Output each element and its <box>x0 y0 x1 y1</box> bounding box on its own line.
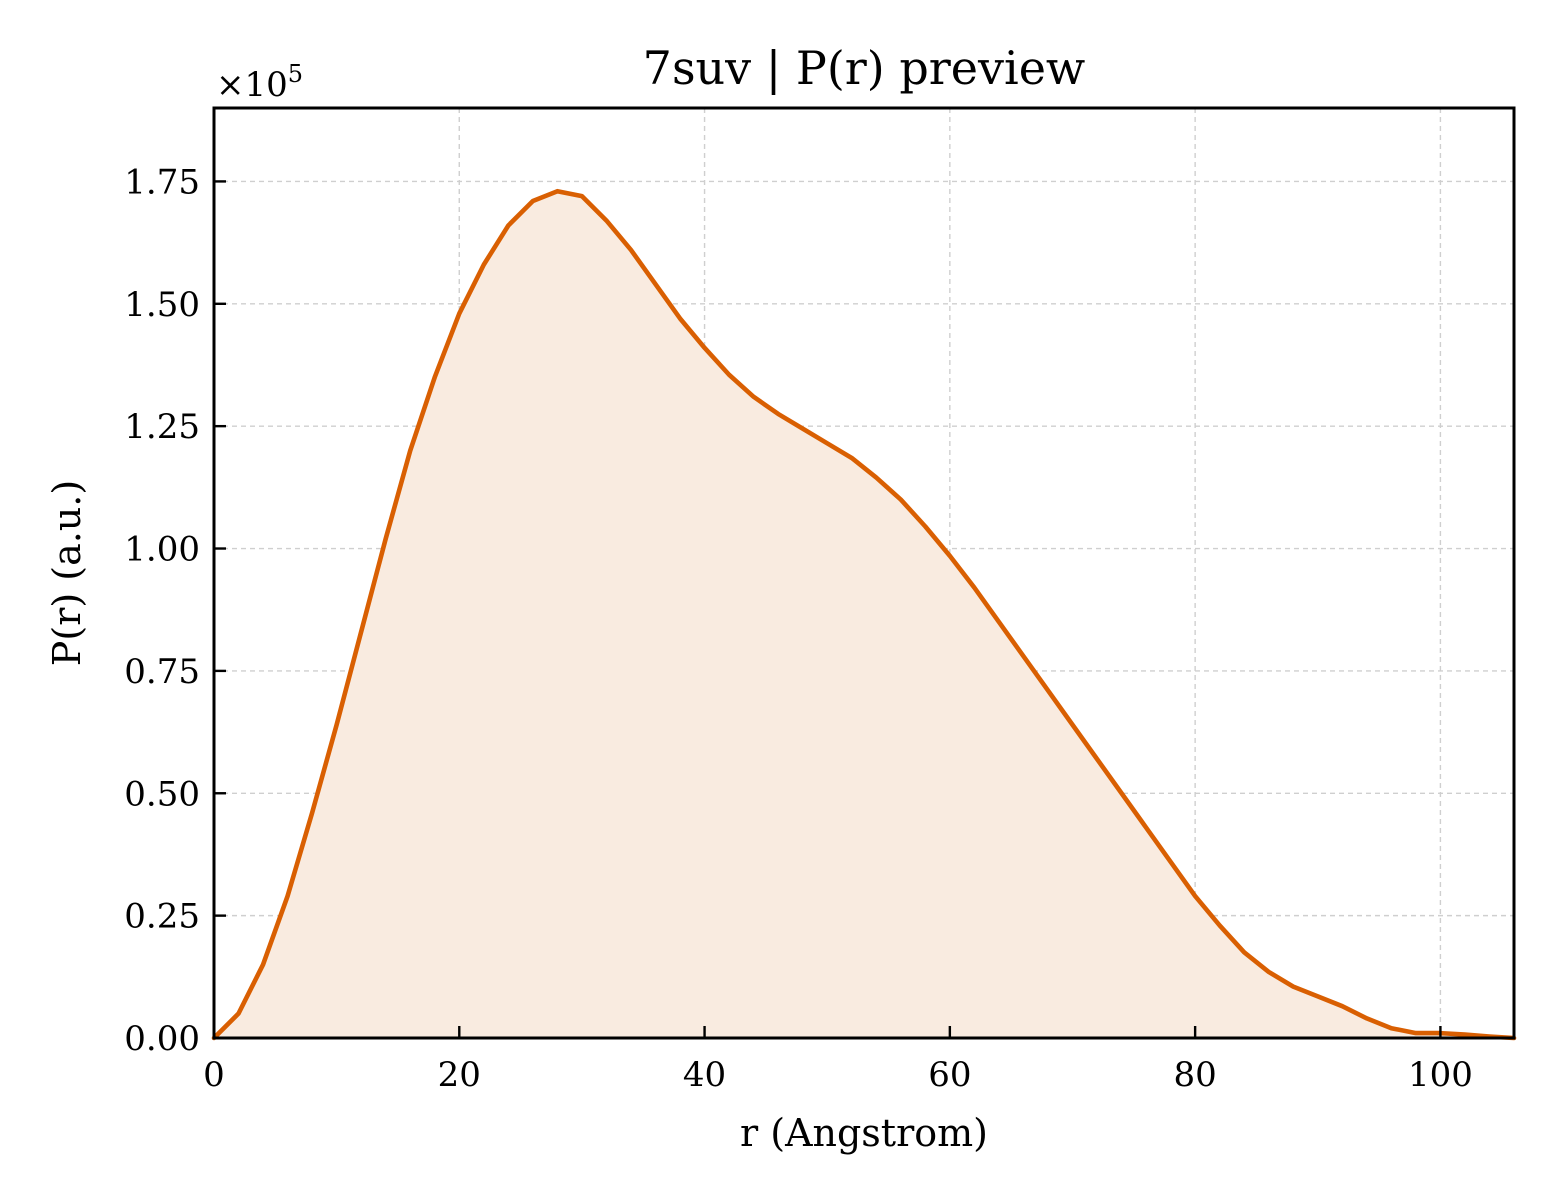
x-tick-label: 80 <box>1173 1055 1216 1095</box>
y-tick-label: 1.25 <box>124 407 200 447</box>
ticks <box>212 180 1442 1040</box>
chart-title: 7suv | P(r) preview <box>643 41 1086 95</box>
y-tick-label: 0.75 <box>124 652 200 692</box>
y-axis-label: P(r) (a.u.) <box>45 480 89 666</box>
y-multiplier-label: ×105 <box>216 60 303 105</box>
pr-area-fill <box>214 191 1514 1038</box>
x-tick-label: 100 <box>1408 1055 1473 1095</box>
x-tick-label: 20 <box>438 1055 481 1095</box>
x-tick-label: 0 <box>203 1055 225 1095</box>
y-multiplier-exponent: 5 <box>288 60 303 88</box>
y-tick-label: 1.00 <box>124 530 200 570</box>
pr-series-line <box>211 188 1517 1041</box>
y-tick-label: 0.50 <box>124 774 200 814</box>
x-tick-label: 60 <box>928 1055 971 1095</box>
y-tick-label: 1.75 <box>124 162 200 202</box>
x-axis-label: r (Angstrom) <box>740 1111 988 1155</box>
y-tick-label: 0.25 <box>124 897 200 937</box>
plot-frame <box>212 106 1516 1040</box>
tick-labels: 0 20 40 60 80 100 0.00 0.25 0.50 0.75 1.00 1.25 1.50… <box>124 162 1473 1095</box>
y-multiplier-base: ×10 <box>216 65 288 105</box>
y-tick-label: 1.50 <box>124 285 200 325</box>
x-tick-label: 40 <box>683 1055 726 1095</box>
y-tick-label: 0.00 <box>124 1019 200 1059</box>
